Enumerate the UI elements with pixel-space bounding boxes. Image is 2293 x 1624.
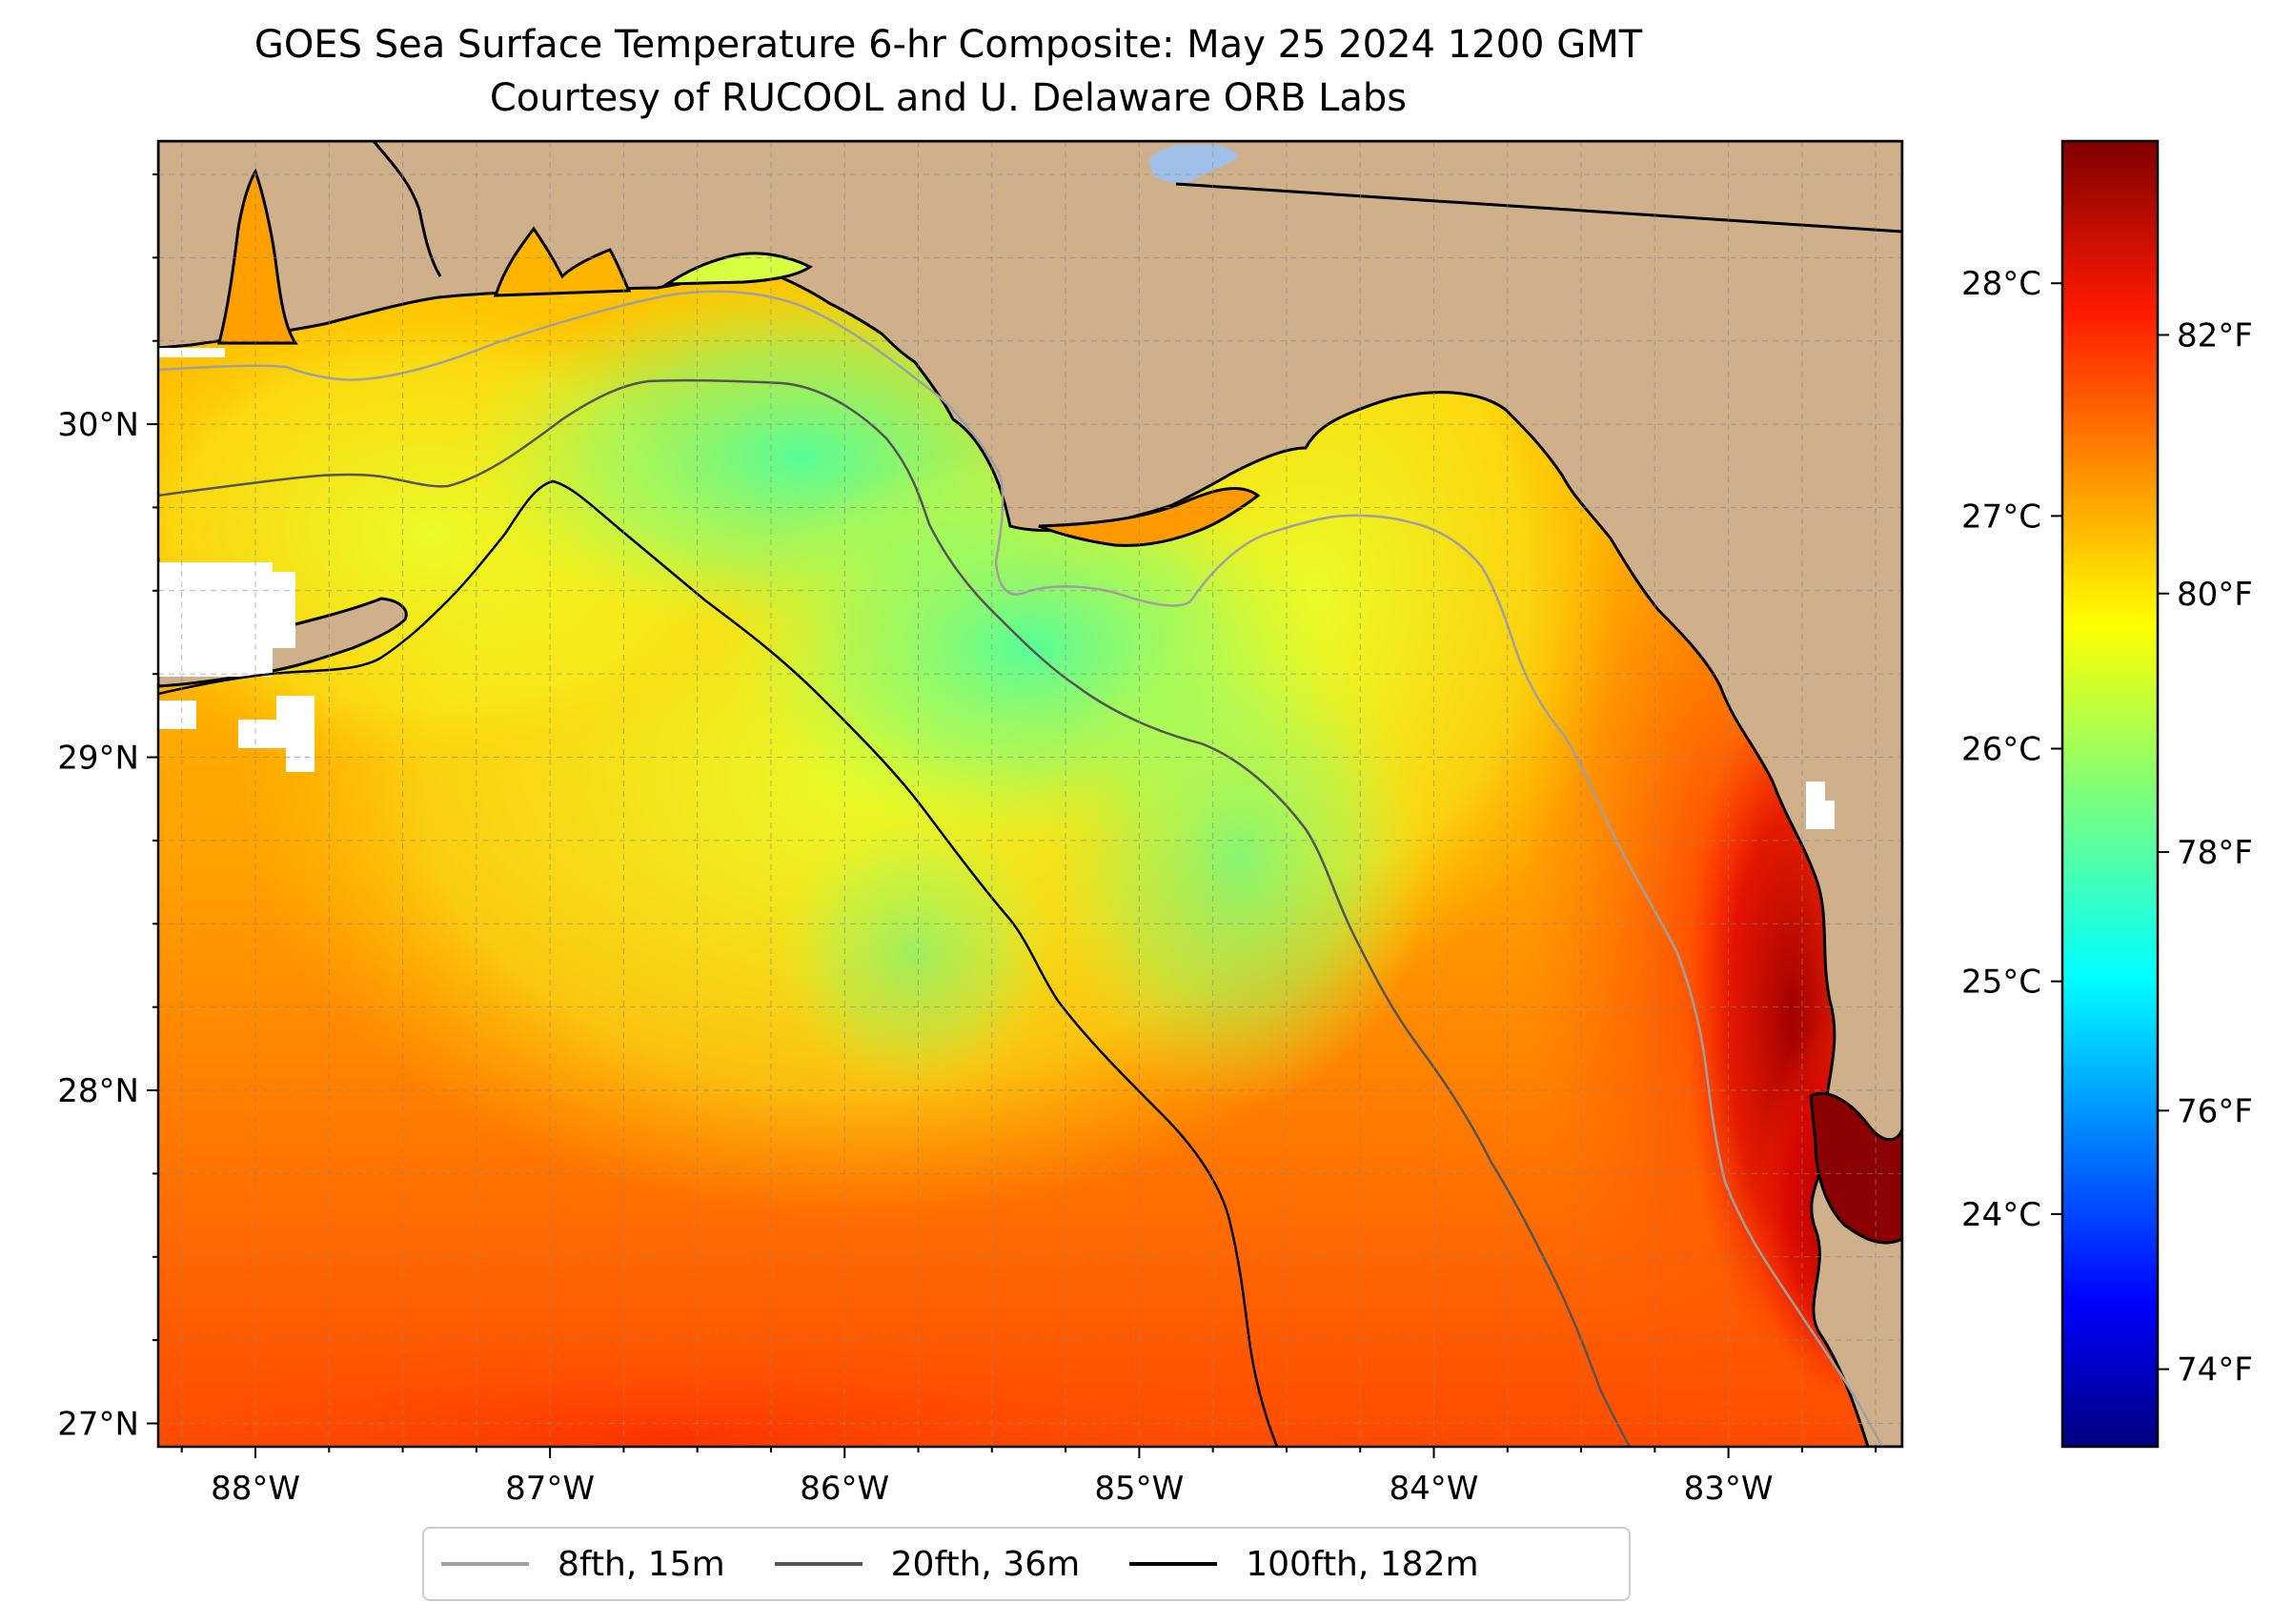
colorbar-c-label: 28°C <box>1961 265 2041 303</box>
lon-tick-label: 86°W <box>800 1470 889 1508</box>
lake <box>1148 144 1239 184</box>
colorbar-f-label: 76°F <box>2177 1092 2253 1130</box>
colorbar-gradient <box>2060 139 2160 1449</box>
lon-tick-label: 88°W <box>211 1470 300 1508</box>
contour-15m <box>158 290 1884 1447</box>
colorbar-celsius-axis: 24°C 25°C 26°C 27°C 28°C <box>1961 265 2062 1234</box>
state-border <box>372 141 442 277</box>
colorbar-c-label: 24°C <box>1961 1196 2041 1234</box>
gridlines <box>158 141 1902 1447</box>
legend-item: 8fth, 15m <box>441 1545 725 1584</box>
bathymetry-contours <box>158 290 1884 1447</box>
legend-swatch <box>441 1562 529 1566</box>
lon-tick-label: 87°W <box>505 1470 595 1508</box>
chart-subtitle: Courtesy of RUCOOL and U. Delaware ORB L… <box>489 76 1408 120</box>
legend-item: 20fth, 36m <box>774 1544 1081 1584</box>
legend-label: 8fth, 15m <box>558 1544 725 1584</box>
legend-swatch <box>774 1562 862 1566</box>
colorbar-f-label: 82°F <box>2177 316 2253 355</box>
colorbar: 24°C 25°C 26°C 27°C 28°C 74°F 76°F 78°F 80°F 82°… <box>1961 139 2253 1449</box>
legend-label: 20fth, 36m <box>890 1544 1081 1584</box>
lat-tick-label: 28°N <box>57 1072 139 1110</box>
colorbar-c-label: 25°C <box>1961 964 2041 1002</box>
chart-title: GOES Sea Surface Temperature 6-hr Compos… <box>254 23 1643 67</box>
legend-label: 100fth, 182m <box>1246 1544 1479 1584</box>
no-data <box>158 348 1835 829</box>
contour-182m <box>158 479 1279 1447</box>
coastal-bay <box>661 252 813 286</box>
colorbar-f-label: 80°F <box>2177 576 2253 614</box>
colorbar-c-label: 26°C <box>1961 731 2041 769</box>
lat-tick-label: 27°N <box>57 1406 139 1444</box>
coastal-bay <box>493 226 632 297</box>
colorbar-c-label: 27°C <box>1961 497 2041 536</box>
lon-tick-label: 83°W <box>1684 1470 1774 1508</box>
latitude-axis: 30°N 29°N 28°N 27°N <box>57 173 158 1444</box>
colorbar-fahrenheit-axis: 74°F 76°F 78°F 80°F 82°F <box>2158 316 2253 1390</box>
lon-tick-label: 85°W <box>1094 1470 1184 1508</box>
longitude-axis: 88°W 87°W 86°W 85°W 84°W 83°W <box>180 1447 1877 1508</box>
map-frame <box>156 139 1904 1449</box>
legend-item: 100fth, 182m <box>1129 1544 1479 1584</box>
contour-36m <box>158 378 1632 1447</box>
lat-tick-label: 29°N <box>57 740 139 778</box>
contour-legend: 8fth, 15m 20fth, 36m 100fth, 182m <box>422 1527 1631 1601</box>
state-border <box>1175 182 1902 233</box>
lat-tick-label: 30°N <box>57 406 139 444</box>
colorbar-f-label: 78°F <box>2177 834 2253 872</box>
legend-swatch <box>1129 1562 1218 1566</box>
colorbar-f-label: 74°F <box>2177 1351 2253 1390</box>
apalachee-bay <box>1038 487 1261 547</box>
lon-tick-label: 84°W <box>1390 1470 1479 1508</box>
